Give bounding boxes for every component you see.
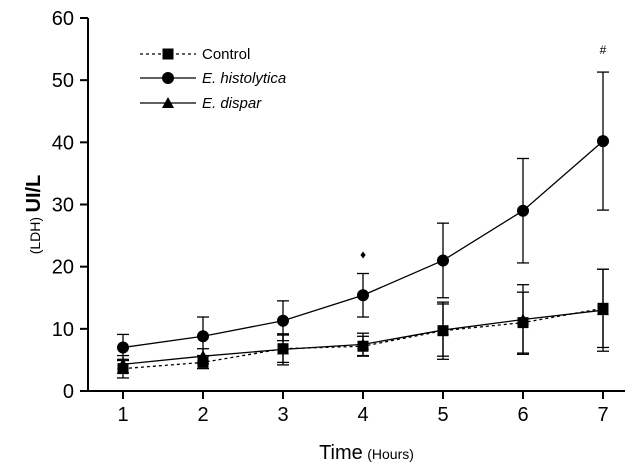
- x-axis-title-sub: (Hours): [367, 446, 414, 462]
- data-point: [437, 324, 449, 336]
- series-layer: [117, 71, 609, 379]
- data-point: [437, 254, 449, 267]
- legend-label: E. histolytica: [202, 70, 286, 87]
- y-axis-title: (LDH) UI/L: [23, 175, 45, 255]
- y-tick-label: 0: [63, 381, 74, 403]
- significance-marker: ♦: [360, 248, 366, 262]
- x-tick-label: 6: [517, 404, 528, 426]
- legend-marker: [162, 72, 174, 84]
- series-triangle: [117, 268, 609, 374]
- y-tick-label: 30: [52, 195, 74, 217]
- legend-marker: [162, 97, 174, 108]
- legend-marker: [162, 48, 174, 60]
- y-tick-label: 60: [52, 8, 74, 30]
- data-point: [517, 313, 529, 325]
- legend: Control E. histolytica E. dispar: [140, 46, 286, 112]
- significance-marker: #: [600, 43, 607, 57]
- x-axis-title: Time (Hours): [319, 442, 414, 464]
- annotations: ♦#: [360, 43, 607, 262]
- x-axis-title-main: Time: [319, 442, 363, 464]
- series-circle: [117, 71, 609, 362]
- y-tick-label: 40: [52, 132, 74, 154]
- x-tick-label: 1: [117, 404, 128, 426]
- data-point: [197, 330, 209, 343]
- data-point: [277, 314, 289, 327]
- y-axis-title-prefix: (LDH): [27, 217, 43, 254]
- data-point: [597, 304, 609, 316]
- x-tick-label: 5: [437, 404, 448, 426]
- x-tick-label: 7: [597, 404, 608, 426]
- data-point: [357, 338, 369, 350]
- x-tick-label: 4: [357, 404, 368, 426]
- data-point: [357, 289, 369, 302]
- legend-label: Control: [202, 46, 250, 63]
- y-axis-title-main: UI/L: [23, 175, 45, 213]
- data-point: [117, 341, 129, 354]
- data-point: [517, 204, 529, 217]
- legend-label: E. dispar: [202, 95, 262, 112]
- data-point: [197, 350, 209, 362]
- ticks: 0 10 20 30 40 50 60 1 2 3 4 5 6 7: [52, 8, 609, 426]
- data-point: [597, 135, 609, 148]
- x-tick-label: 2: [197, 404, 208, 426]
- y-tick-label: 10: [52, 319, 74, 341]
- x-tick-label: 3: [277, 404, 288, 426]
- y-tick-label: 50: [52, 70, 74, 92]
- data-point: [117, 358, 129, 370]
- y-tick-label: 20: [52, 257, 74, 279]
- data-point: [277, 343, 289, 355]
